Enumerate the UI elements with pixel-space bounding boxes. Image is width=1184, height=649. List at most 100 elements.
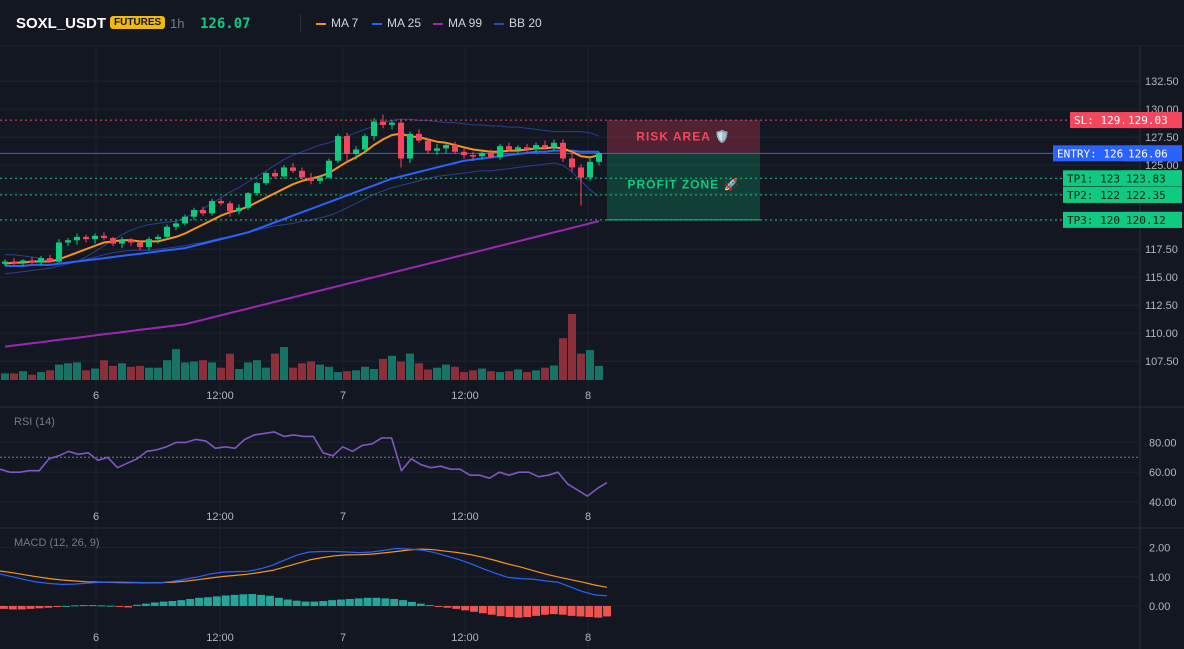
candle-body [362,136,368,150]
timeframe-label[interactable]: 1h [170,16,185,31]
volume-bar [118,363,126,380]
macd-histogram-bar [425,605,434,607]
candle-body [56,242,62,262]
candle-body [173,223,179,227]
macd-histogram-bar [328,600,337,606]
legend-ma7[interactable]: MA 7 [316,16,358,30]
candle-body [110,238,116,244]
last-price: 126.07 [200,16,251,32]
candle-body [263,173,269,184]
volume-bar [208,362,216,380]
legend-ma99-label: MA 99 [448,16,483,30]
candle-body [371,121,377,137]
macd-time-label-4: 8 [585,632,591,644]
legend-bb20[interactable]: BB 20 [494,16,542,30]
macd-histogram-bar [8,605,17,610]
macd-histogram-bar [88,605,97,607]
macd-histogram-bar [399,600,407,606]
candle-body [488,152,494,158]
legend-swatch-bb20 [494,22,504,25]
macd-histogram-bar [248,594,257,606]
legend-ma25[interactable]: MA 25 [372,16,421,30]
legend-swatch-ma99 [433,22,443,25]
macd-histogram-bar [204,597,212,606]
macd-histogram-bar [62,605,70,607]
volume-bar [1,373,9,380]
rsi-panel-title: RSI (14) [14,416,55,428]
macd-histogram-bar [549,605,558,615]
candle-body [65,240,71,243]
candle-body [407,133,413,159]
macd-histogram-bar [541,605,549,615]
candle-body [245,193,251,208]
macd-histogram-bar [416,603,425,606]
volume-bar [487,371,495,380]
volume-bar [217,367,225,380]
candle-body [137,242,143,247]
macd-histogram-bar [532,605,541,616]
macd-histogram-bar [461,605,470,611]
candle-body [416,133,422,141]
volume-bar [172,349,180,380]
volume-bar [514,369,522,380]
macd-histogram-bar [186,598,195,606]
macd-histogram-bar [319,601,328,606]
volume-bar [271,353,279,380]
rsi-tick-label-2: 40.00 [1149,497,1177,509]
macd-histogram-bar [26,605,35,609]
volume-bar [577,353,585,380]
macd-histogram-bar [585,605,594,618]
candle-body [200,210,206,214]
macd-histogram-bar [478,605,487,614]
price-tick-label-8: 112.50 [1145,300,1178,312]
macd-tick-label-1: 1.00 [1149,572,1170,584]
candle-body [92,235,98,240]
macd-histogram-bar [212,596,221,606]
macd-tick-label-0: 2.00 [1149,543,1170,555]
candle-body [290,167,296,171]
macd-histogram-bar [381,598,390,606]
macd-histogram-bar [301,601,310,606]
volume-bar [28,374,36,380]
volume-bar [325,366,333,380]
macd-histogram-bar [97,605,106,607]
macd-histogram-bar [159,601,168,606]
volume-bar [361,366,369,380]
macd-histogram-bar [337,599,345,606]
volume-bar [388,355,396,380]
risk-area-zone [607,120,760,154]
volume-bar [586,350,594,380]
volume-bar [559,338,567,380]
candle-body [281,167,287,177]
legend-ma25-label: MA 25 [387,16,422,30]
volume-bar [127,366,135,380]
candle-body [182,216,188,224]
macd-histogram-bar [603,605,611,617]
tp1-value-tag-bg [1122,170,1182,187]
volume-bar [154,367,162,380]
volume-bar [397,361,405,380]
volume-bar [100,360,108,380]
candle-body [515,147,521,150]
macd-histogram-bar [558,605,567,615]
macd-histogram-bar [390,598,399,606]
symbol-name[interactable]: SOXL_USDT [16,15,107,32]
candle-body [164,226,170,237]
volume-bar [478,368,486,380]
macd-histogram-bar [354,598,363,606]
macd-time-label-1: 12:00 [206,632,234,644]
candle-body [551,142,557,148]
candle-body [74,236,80,241]
legend-ma99[interactable]: MA 99 [433,16,482,30]
price-tick-label-3: 125.00 [1145,160,1179,172]
sl-value-tag-bg [1124,112,1182,129]
volume-bar [433,367,441,380]
candle-body [317,177,323,181]
volume-bar [298,363,306,380]
rsi-time-label-4: 8 [585,511,591,523]
candle-body [542,145,548,148]
macd-histogram-bar [408,601,416,606]
volume-bar [64,363,72,380]
candle-body [335,136,341,161]
